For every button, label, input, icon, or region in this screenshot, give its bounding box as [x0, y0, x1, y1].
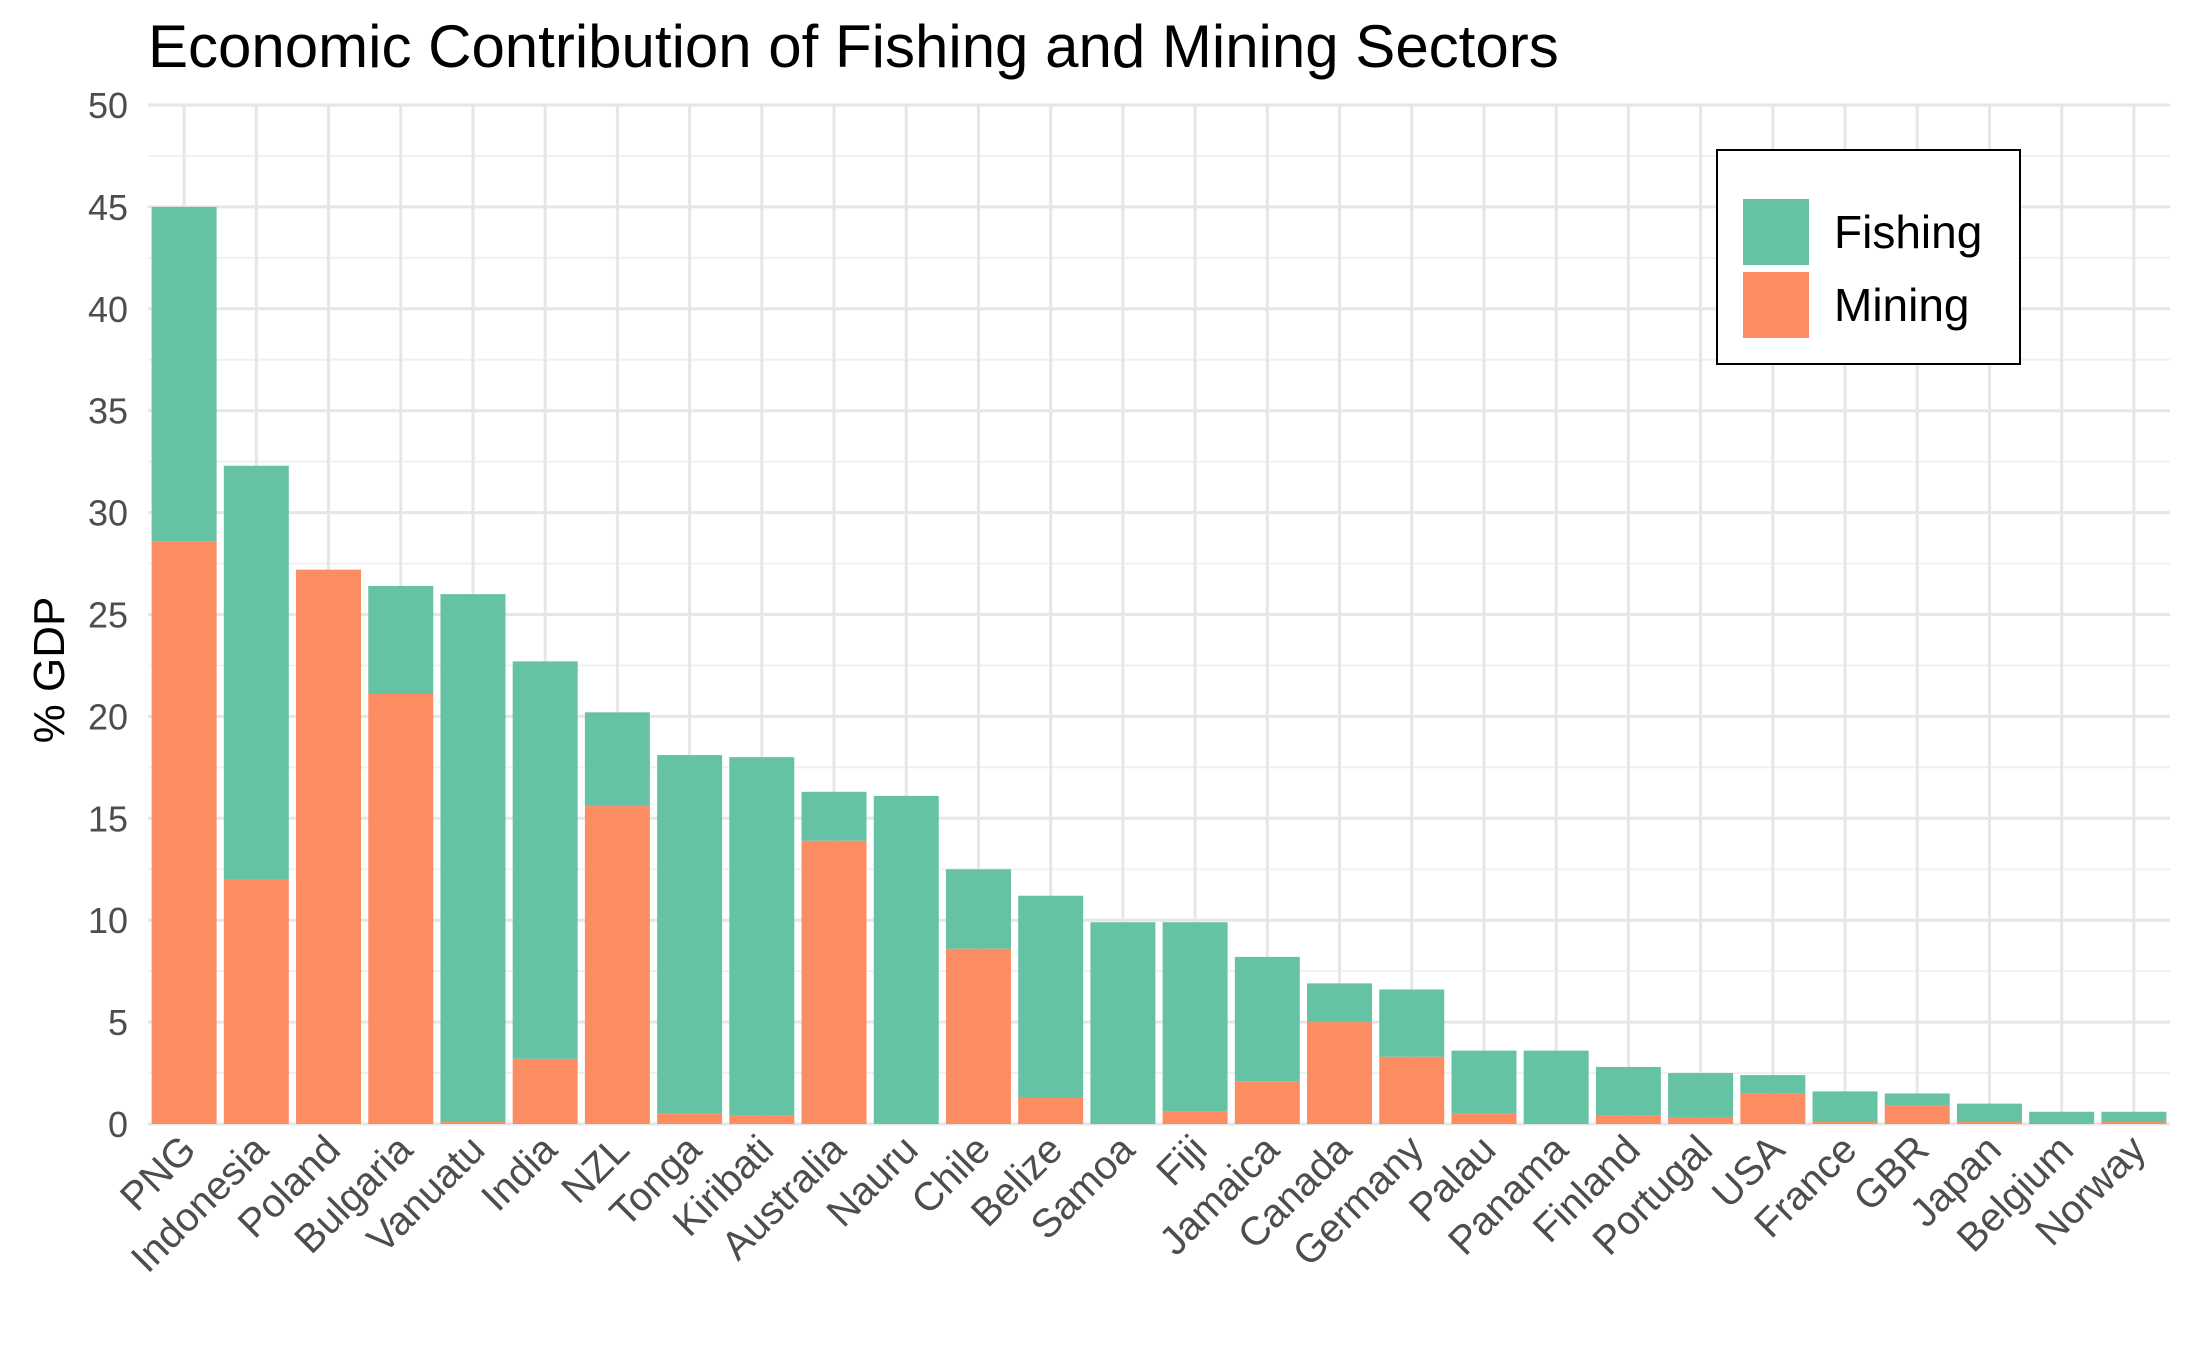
bar-fishing-norway — [2101, 1111, 2167, 1122]
bar-mining-jamaica — [1234, 1081, 1300, 1124]
bar-fishing-usa — [1740, 1075, 1806, 1094]
bar-fishing-belize — [1018, 895, 1084, 1098]
bar-mining-japan — [1956, 1121, 2022, 1124]
bar-fishing-canada — [1307, 983, 1373, 1023]
bar-fishing-indonesia — [223, 465, 289, 880]
bar-fishing-finland — [1595, 1066, 1661, 1116]
bar-fishing-germany — [1379, 989, 1445, 1057]
bar-fishing-panama — [1523, 1050, 1589, 1124]
bar-fishing-france — [1812, 1091, 1878, 1122]
bar-mining-germany — [1379, 1056, 1445, 1124]
bar-fishing-chile — [945, 869, 1011, 949]
bar-fishing-png — [151, 206, 217, 542]
legend-swatch-mining — [1743, 272, 1809, 338]
bar-fishing-portugal — [1668, 1073, 1734, 1118]
bar-fishing-tonga — [657, 755, 723, 1114]
bar-fishing-nzl — [584, 712, 650, 807]
y-tick-label: 45 — [88, 187, 128, 228]
x-tick-label: India — [473, 1127, 566, 1220]
bar-fishing-australia — [801, 791, 867, 841]
bar-mining-bulgaria — [368, 693, 434, 1124]
bar-mining-finland — [1595, 1115, 1661, 1124]
bar-mining-australia — [801, 840, 867, 1124]
bar-mining-belize — [1018, 1097, 1084, 1124]
legend-label-fishing: Fishing — [1834, 206, 1982, 258]
bar-mining-png — [151, 541, 217, 1124]
legend: Fishing Mining — [1716, 149, 2021, 365]
y-tick-label: 35 — [88, 391, 128, 432]
bar-mining-indonesia — [223, 879, 289, 1124]
bar-mining-chile — [945, 948, 1011, 1124]
y-tick-label: 5 — [108, 1002, 128, 1043]
y-tick-label: 40 — [88, 289, 128, 330]
y-tick-label: 0 — [108, 1104, 128, 1145]
y-tick-label: 30 — [88, 493, 128, 534]
bars — [151, 206, 2167, 1124]
bar-mining-fiji — [1162, 1111, 1228, 1124]
bar-mining-canada — [1307, 1022, 1373, 1124]
bar-fishing-vanuatu — [440, 594, 506, 1122]
y-tick-label: 50 — [88, 85, 128, 126]
bar-mining-vanuatu — [440, 1121, 506, 1124]
legend-label-mining: Mining — [1834, 279, 1970, 331]
y-tick-label: 25 — [88, 595, 128, 636]
y-tick-label: 10 — [88, 900, 128, 941]
bar-mining-norway — [2101, 1121, 2167, 1124]
bar-mining-palau — [1451, 1113, 1517, 1124]
chart-title: Economic Contribution of Fishing and Min… — [148, 13, 1559, 80]
bar-fishing-bulgaria — [368, 585, 434, 694]
bar-mining-usa — [1740, 1093, 1806, 1124]
bar-mining-kiribati — [729, 1115, 795, 1124]
bar-mining-nzl — [584, 806, 650, 1124]
bar-fishing-kiribati — [729, 757, 795, 1116]
bar-mining-india — [512, 1058, 578, 1124]
bar-fishing-japan — [1956, 1103, 2022, 1122]
bar-mining-gbr — [1884, 1105, 1950, 1124]
y-tick-label: 20 — [88, 696, 128, 737]
bar-mining-tonga — [657, 1113, 723, 1124]
legend-swatch-fishing — [1743, 199, 1809, 265]
bar-mining-portugal — [1668, 1117, 1734, 1124]
bar-fishing-gbr — [1884, 1093, 1950, 1106]
bar-mining-france — [1812, 1121, 1878, 1124]
bar-fishing-india — [512, 661, 578, 1059]
bar-fishing-samoa — [1090, 922, 1156, 1124]
bar-fishing-nauru — [873, 795, 939, 1124]
bar-fishing-belgium — [2029, 1111, 2095, 1124]
bar-fishing-palau — [1451, 1050, 1517, 1114]
bar-fishing-jamaica — [1234, 956, 1300, 1082]
y-tick-label: 15 — [88, 798, 128, 839]
bar-mining-poland — [296, 569, 362, 1124]
bar-fishing-fiji — [1162, 922, 1228, 1112]
